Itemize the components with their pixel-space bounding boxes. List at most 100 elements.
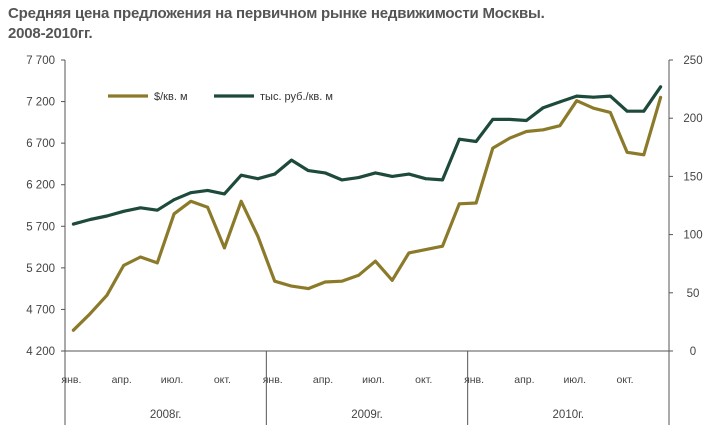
series-1-point	[239, 199, 243, 203]
series-2-point	[172, 198, 176, 202]
series-2-point	[105, 214, 109, 218]
series-1-point	[457, 202, 461, 206]
series-2-point	[491, 117, 495, 121]
series-2-point	[122, 209, 126, 213]
y-left-tick-label: 5 700	[26, 221, 55, 233]
x-month-label: апр.	[313, 374, 333, 386]
series-line-2	[71, 85, 663, 226]
y-left-tick-label: 6 700	[26, 138, 55, 150]
series-2-point	[357, 176, 361, 179]
series-2-point	[407, 172, 411, 176]
series-2-point	[222, 192, 226, 196]
series-2-point	[373, 171, 377, 175]
series-1-point	[575, 99, 579, 103]
y-left-tick-label: 6 200	[26, 180, 55, 192]
chart-title-line1: Средняя цена предложения на первичном ры…	[8, 5, 545, 22]
y-right-tick-label: 250	[683, 55, 702, 67]
chart-title: Средняя цена предложения на первичном ры…	[8, 4, 545, 44]
series-1-point	[357, 273, 361, 277]
series-2-point	[642, 109, 646, 113]
y-right-tick-label: 50	[687, 288, 700, 300]
series-1-point	[189, 199, 193, 203]
series-1-point	[592, 106, 595, 110]
y-left-tick-label: 4 700	[26, 304, 55, 316]
x-month-label: янв.	[464, 374, 484, 386]
series-2-point	[189, 191, 193, 195]
series-2-point	[206, 188, 210, 192]
series-1-point	[273, 279, 277, 283]
chart-legend: $/кв. м тыс. руб./кв. м	[108, 91, 333, 103]
series-1-point	[441, 244, 444, 248]
series-1-point	[424, 248, 428, 251]
x-month-label: июл.	[362, 374, 385, 386]
series-2-point	[592, 95, 595, 99]
series-line-1	[71, 95, 663, 332]
y-right-tick-label: 200	[683, 113, 702, 125]
chart-title-line2: 2008-2010гг.	[8, 25, 93, 42]
legend-label-1: $/кв. м	[154, 91, 188, 103]
y-right-tick-label: 150	[683, 171, 702, 183]
series-2-point	[524, 119, 528, 122]
y-left-tick-label: 4 200	[26, 346, 55, 358]
series-2-point	[71, 222, 75, 226]
series-1-point	[390, 278, 394, 282]
x-month-label: янв.	[61, 374, 81, 386]
series-2-point	[239, 173, 243, 177]
series-1-point	[474, 201, 478, 205]
y-left-tick-label: 7 700	[26, 55, 55, 67]
y-left-tick-label: 7 200	[26, 97, 55, 109]
series-1-point	[105, 293, 109, 297]
series-2-point	[390, 175, 394, 178]
series-2-point	[155, 208, 159, 212]
x-year-label: 2008г.	[150, 409, 182, 421]
series-1-point	[172, 212, 176, 216]
series-1-point	[71, 328, 75, 332]
series-2-point	[541, 106, 545, 110]
series-1-point	[491, 146, 495, 150]
chart-axes: 4 200 4 700 5 200 5 700 6 200 6 700 7 200 7 700…	[26, 55, 703, 425]
series-2-point	[508, 117, 512, 121]
series-2-point	[340, 178, 344, 182]
x-month-label: янв.	[263, 374, 283, 386]
x-month-label: окт.	[616, 374, 633, 386]
series-2-point	[575, 94, 579, 98]
series-2-point	[659, 85, 663, 89]
x-month-label: июл.	[563, 374, 586, 386]
series-1-point	[122, 263, 126, 267]
series-2-point	[608, 94, 612, 98]
series-1-point	[508, 136, 512, 140]
series-2-point	[441, 178, 444, 182]
series-1-point	[659, 96, 663, 99]
series-1-point	[206, 205, 210, 209]
series-2-point	[457, 137, 461, 141]
series-1-point	[558, 124, 562, 128]
series-2-point	[323, 171, 327, 175]
series-1-point	[407, 251, 411, 255]
series-2-point	[290, 158, 293, 162]
y-right-tick-label: 100	[683, 230, 702, 242]
series-1-point	[306, 287, 310, 291]
series-1-point	[222, 246, 226, 250]
x-year-label: 2010г.	[553, 409, 585, 421]
series-2-point	[88, 218, 92, 221]
series-1-point	[642, 153, 646, 157]
series-1-point	[88, 312, 92, 315]
series-1-point	[373, 259, 377, 263]
x-month-label: окт.	[214, 374, 231, 386]
series-1-point	[541, 128, 545, 132]
series-2-point	[424, 177, 428, 181]
series-1-point	[625, 150, 629, 154]
series-2-point	[625, 109, 629, 113]
series-1-point	[155, 261, 159, 265]
series-1-point	[290, 284, 293, 288]
chart-lines	[71, 85, 663, 332]
series-1-point	[256, 234, 260, 238]
x-month-label: окт.	[415, 374, 432, 386]
series-1-point	[139, 255, 142, 259]
series-1-point	[524, 130, 528, 133]
x-month-label: апр.	[514, 374, 534, 386]
series-2-point	[474, 140, 478, 143]
y-right-tick-label: 0	[690, 346, 696, 358]
x-month-label: апр.	[112, 374, 132, 386]
